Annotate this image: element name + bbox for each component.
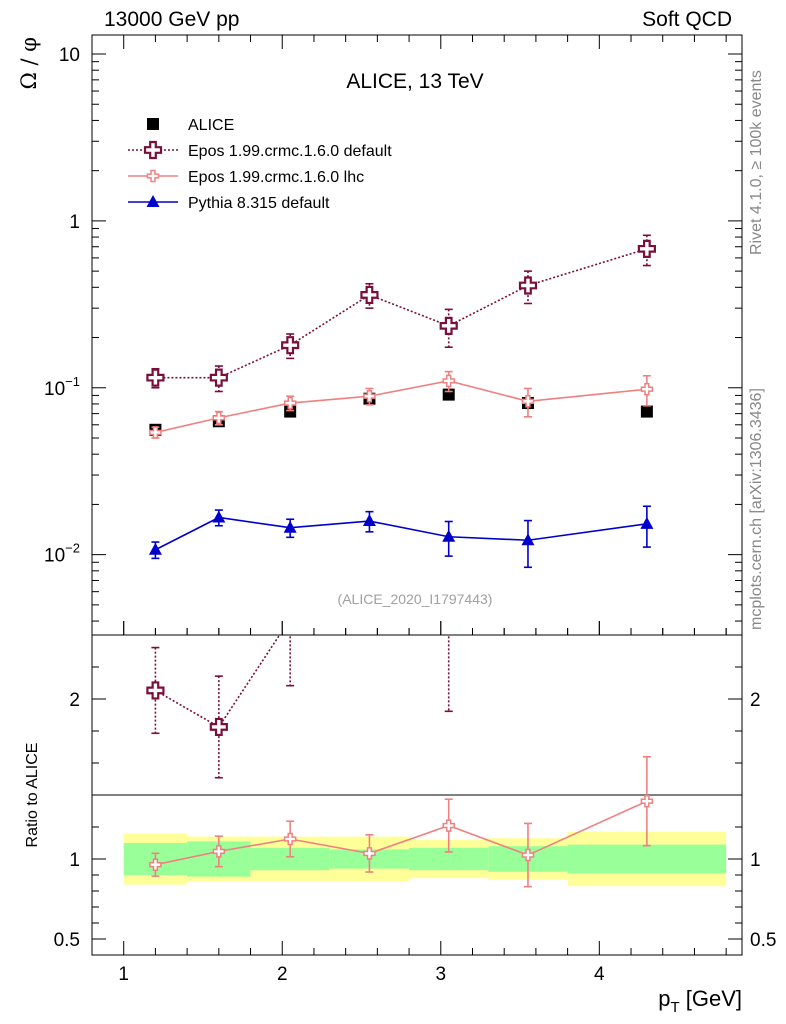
ratio-tick-label-right: 1 (750, 850, 761, 871)
series-line (155, 248, 648, 379)
legend-label: Epos 1.99.crmc.1.6.0 default (188, 143, 392, 160)
stat-uncertainty-band (409, 847, 489, 871)
x-tick-label: 1 (118, 964, 129, 985)
alice-marker (640, 405, 653, 418)
ratio-tick-label-right: 2 (750, 690, 761, 711)
ratio-tick-label-left: 2 (69, 690, 80, 711)
ratio-tick-label-left: 0.5 (54, 930, 80, 951)
mcplots-label: mcplots.cern.ch [arXiv:1306.3436] (748, 388, 765, 630)
rivet-label: Rivet 4.1.0, ≥ 100k events (748, 70, 765, 255)
stat-uncertainty-band (250, 847, 330, 871)
epos-default-marker (281, 336, 300, 355)
ratio-tick-label-left: 1 (69, 850, 80, 871)
epos-default-marker (520, 201, 536, 217)
chart-title: ALICE, 13 TeV (346, 70, 483, 93)
y-tick-label: 1 (69, 212, 80, 233)
pythia-marker (640, 516, 654, 529)
x-tick-label: 2 (277, 964, 288, 985)
epos-default-marker (637, 239, 656, 258)
pythia-marker (148, 542, 162, 555)
epos-default-marker (282, 611, 298, 627)
legend-label: ALICE (188, 117, 234, 134)
epos-default-marker (146, 681, 165, 700)
epos-lhc-marker (149, 858, 162, 871)
epos-default-marker (209, 717, 228, 737)
epos-default-marker (209, 368, 228, 387)
ratio-axis-label: Ratio to ALICE (24, 743, 41, 848)
epos-lhc-marker (283, 396, 297, 410)
axes: 1 2 3 4 pT [GeV] 10−2 10−1 1 10 Ω / φ 0.5 0.5 1 1 2 2 Ra… (17, 35, 776, 1016)
stat-uncertainty-band (567, 844, 727, 874)
epos-lhc-marker (283, 832, 297, 846)
epos-lhc-marker (442, 819, 455, 832)
header-left: 13000 GeV pp (104, 8, 240, 31)
epos-lhc-marker (146, 169, 160, 183)
pythia-marker (146, 195, 160, 207)
legend-label: Pythia 8.315 default (188, 195, 330, 212)
x-tick-label: 4 (594, 964, 605, 985)
analysis-id: (ALICE_2020_I1797443) (338, 591, 493, 607)
y-tick-label: 10−2 (44, 541, 80, 567)
epos-default-marker (361, 341, 377, 357)
legend-entry: Epos 1.99.crmc.1.6.0 default (128, 140, 392, 160)
epos-lhc-marker (363, 847, 376, 860)
epos-lhc-marker (442, 374, 455, 388)
data-series (146, 201, 656, 888)
x-tick-label: 3 (435, 964, 446, 985)
epos-default-marker (518, 276, 538, 295)
ratio-tick-label-right: 0.5 (750, 930, 776, 951)
ratio-series-epos-1-99-crmc-1-6-0-lhc (149, 755, 654, 888)
epos-lhc-marker (640, 382, 654, 396)
series-line (155, 380, 647, 434)
epos-lhc-marker (521, 395, 535, 408)
ratio-uncertainty-bands (123, 831, 727, 887)
series-epos-1-99-crmc-1-6-0-lhc (149, 370, 654, 439)
epos-lhc-marker (521, 848, 535, 862)
alice-marker (284, 405, 297, 418)
legend: ALICE Epos 1.99.crmc.1.6.0 default Epos 1.… (128, 117, 392, 212)
legend-entry: Epos 1.99.crmc.1.6.0 lhc (128, 169, 364, 186)
epos-lhc-marker (149, 426, 162, 439)
series-line (155, 516, 647, 551)
y-axis-label: Ω / φ (17, 37, 41, 90)
ratio-series-epos-1-99-crmc-1-6-0-default (146, 201, 536, 779)
x-axis-label: pT [GeV] (658, 986, 742, 1016)
epos-lhc-marker (212, 411, 226, 425)
epos-lhc-marker (212, 845, 226, 858)
pythia-marker (521, 533, 535, 546)
header-right: Soft QCD (642, 8, 732, 31)
legend-entry: ALICE (147, 117, 234, 134)
y-tick-label: 10 (59, 45, 80, 66)
pythia-marker (283, 520, 297, 533)
alice-marker (147, 118, 159, 130)
legend-label: Epos 1.99.crmc.1.6.0 lhc (188, 169, 364, 186)
epos-default-marker (439, 316, 458, 335)
epos-lhc-marker (363, 389, 376, 403)
pythia-marker (442, 529, 456, 542)
epos-default-marker (143, 140, 163, 160)
ratio-line (155, 635, 281, 729)
epos-default-marker (146, 368, 165, 387)
legend-entry: Pythia 8.315 default (128, 195, 330, 212)
series-epos-1-99-crmc-1-6-0-default (146, 234, 656, 393)
epos-default-marker (360, 285, 379, 305)
pythia-marker (362, 514, 376, 527)
y-tick-label: 10−1 (44, 374, 80, 400)
series-pythia-8-315-default (148, 505, 654, 569)
pythia-marker (212, 510, 226, 523)
epos-lhc-marker (640, 794, 654, 808)
